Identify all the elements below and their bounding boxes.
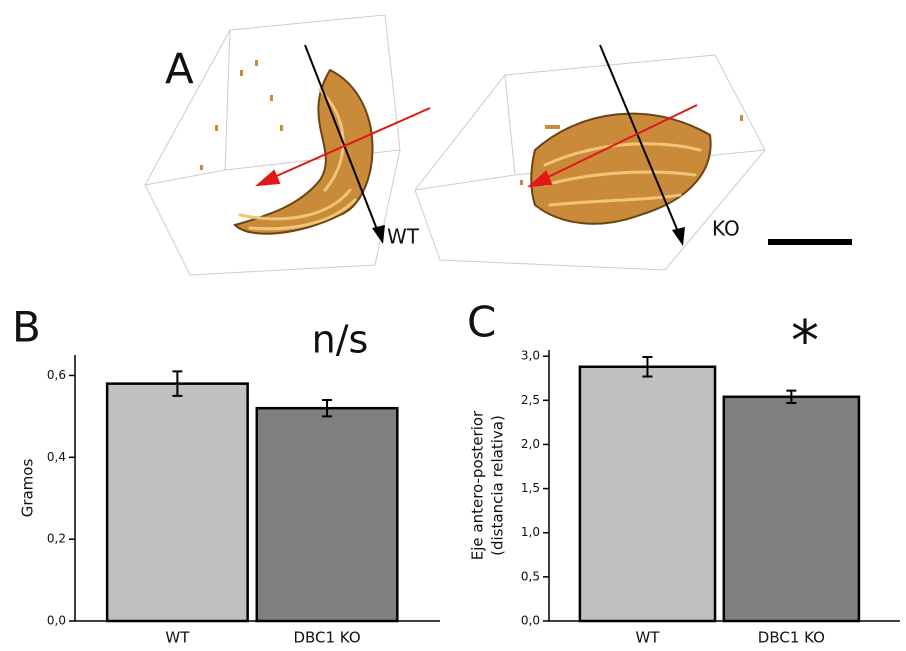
error-bar: [642, 356, 653, 378]
y-tick-label: 3,0: [521, 349, 540, 363]
error-bar: [786, 389, 797, 404]
x-tick-label: DBC1 KO: [293, 629, 360, 647]
bar: [722, 395, 861, 623]
y-tick-label: 0,0: [47, 614, 66, 628]
y-tick-label: 0,0: [521, 614, 540, 628]
y-tick-label: 0,5: [521, 569, 540, 583]
panel-label: B: [12, 303, 41, 352]
bar: [255, 406, 399, 623]
image-label: KO: [712, 217, 740, 241]
y-tick-label: 2,5: [521, 393, 540, 407]
error-bar: [172, 370, 183, 397]
y-tick-label: 2,0: [521, 437, 540, 451]
bar: [105, 382, 249, 623]
y-axis-label: (distancia relativa): [489, 415, 507, 556]
y-axis-label: Eje antero-posterior: [469, 410, 487, 560]
y-tick-label: 0,2: [47, 532, 66, 546]
y-tick-label: 0,4: [47, 450, 66, 464]
x-tick-label: DBC1 KO: [758, 629, 825, 647]
panel-label: A: [165, 45, 194, 94]
annotation: *: [791, 309, 819, 374]
bar: [578, 365, 717, 623]
x-tick-label: WT: [635, 629, 660, 647]
x-tick-label: WT: [165, 629, 190, 647]
y-axis-label: Gramos: [19, 459, 37, 518]
panel-a-image: [144, 14, 852, 276]
y-tick-label: 1,5: [521, 481, 540, 495]
image-label: WT: [387, 225, 420, 249]
annotation: n/s: [312, 318, 369, 362]
panel-label: C: [467, 298, 496, 347]
error-bar: [322, 399, 333, 418]
y-tick-label: 0,6: [47, 368, 66, 382]
y-tick-label: 1,0: [521, 525, 540, 539]
